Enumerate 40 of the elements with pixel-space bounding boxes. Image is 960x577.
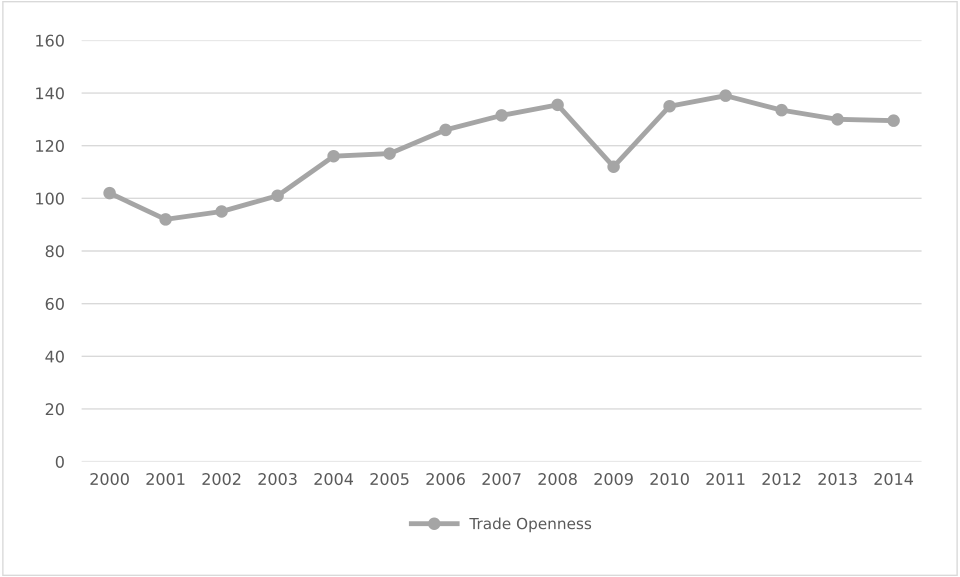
x-tick-label: 2014 <box>874 472 914 486</box>
x-tick-label: 2010 <box>650 472 689 486</box>
y-tick-label: 80 <box>46 245 64 258</box>
x-tick-label: 2003 <box>258 472 297 486</box>
x-tick-label: 2007 <box>482 472 521 486</box>
point <box>271 189 284 202</box>
point <box>775 104 788 116</box>
point <box>439 124 452 136</box>
x-tick-label: 2001 <box>146 472 184 486</box>
point <box>159 213 172 226</box>
x-tick-label: 2006 <box>426 472 465 486</box>
x-tick-label: 2011 <box>706 472 744 486</box>
point <box>663 100 676 112</box>
y-tick-label: 0 <box>56 456 64 468</box>
point <box>551 98 564 112</box>
point <box>215 205 228 218</box>
point <box>607 160 620 174</box>
y-tick-label: 20 <box>46 403 64 416</box>
x-tick-label: 2012 <box>762 472 800 486</box>
point <box>887 114 900 127</box>
x-tick-label: 2004 <box>314 472 354 486</box>
y-tick-label: 100 <box>36 192 64 205</box>
x-tick-label: 2008 <box>538 472 577 486</box>
point <box>719 89 732 102</box>
legend-label: Trade Openness <box>469 517 592 532</box>
x-tick-label: 2000 <box>90 472 129 486</box>
point <box>103 186 116 200</box>
y-tick-label: 140 <box>36 87 64 100</box>
x-tick-label: 2009 <box>594 472 633 486</box>
point <box>327 150 340 162</box>
y-tick-label: 160 <box>36 34 64 47</box>
y-tick-label: 40 <box>45 350 64 363</box>
point <box>495 109 508 122</box>
y-tick-label: 60 <box>46 298 64 310</box>
y-tick-label: 120 <box>36 140 64 152</box>
x-tick-label: 2002 <box>202 472 240 486</box>
point <box>831 113 844 126</box>
x-tick-label: 2005 <box>370 472 409 486</box>
x-tick-label: 2013 <box>818 472 857 486</box>
point <box>383 147 396 160</box>
